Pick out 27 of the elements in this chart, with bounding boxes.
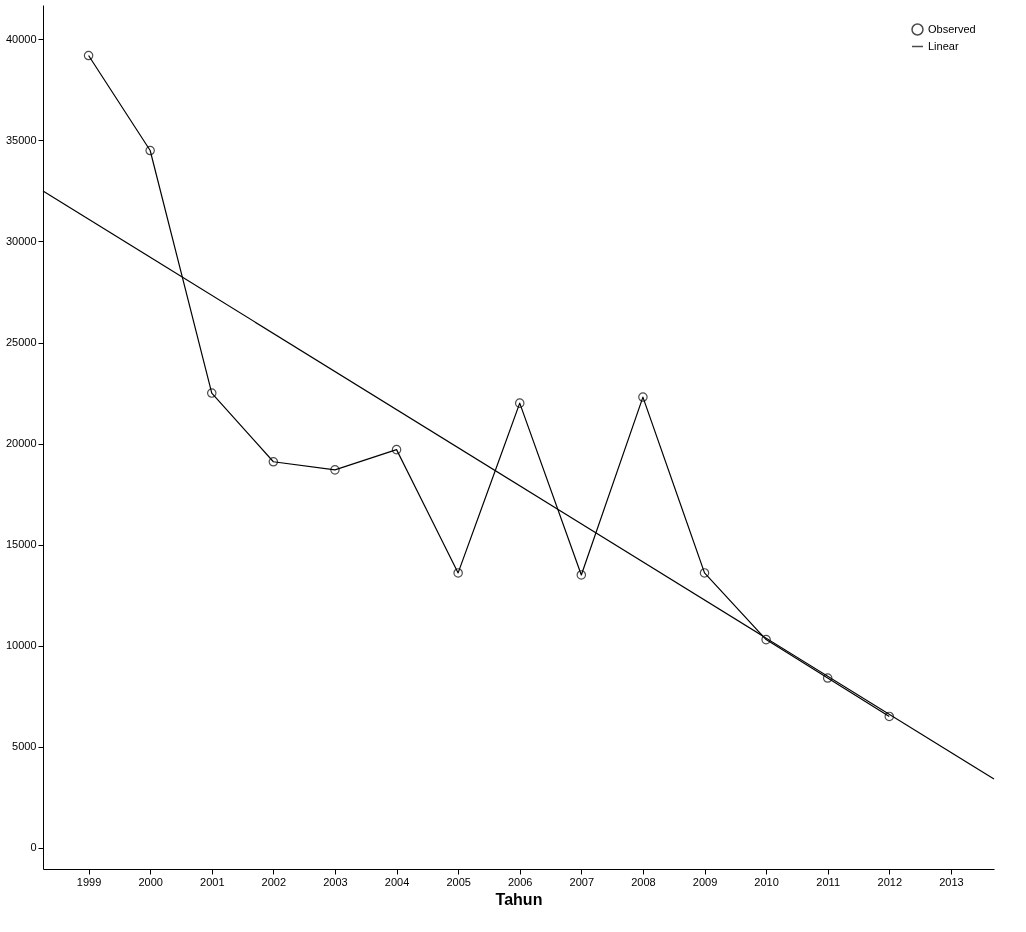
y-tick-label: 25000 (5, 336, 37, 349)
x-tick-label: 2011 (816, 875, 841, 888)
x-tick-label: 2008 (631, 875, 656, 888)
legend-label: Observed (928, 22, 976, 35)
x-tick-label: 2006 (507, 875, 533, 888)
y-tick-label: 5000 (12, 740, 37, 753)
legend-label: Linear (928, 39, 959, 52)
x-tick-label: 2003 (323, 875, 348, 888)
y-tick-label: 20000 (5, 437, 37, 450)
y-tick-label: 15000 (5, 538, 37, 551)
x-tick-label: 2004 (384, 875, 410, 888)
x-tick-label: 2013 (939, 875, 964, 888)
x-tick-label: 2001 (200, 875, 225, 888)
y-tick-label: 40000 (5, 32, 37, 45)
x-tick-label: 2000 (138, 875, 163, 888)
y-tick-label: 10000 (5, 639, 37, 652)
x-tick-label: 2012 (877, 875, 903, 888)
x-tick-label: 2007 (569, 875, 595, 888)
x-tick-label: 2009 (692, 875, 718, 888)
y-tick-label: 30000 (5, 234, 37, 247)
x-tick-label: 2002 (261, 875, 287, 888)
x-tick-label: 2010 (754, 875, 779, 888)
y-tick-label: 35000 (5, 133, 37, 146)
x-axis-title: Tahun (495, 890, 543, 908)
x-tick-label: 2005 (446, 875, 471, 888)
y-tick-label: 0 (30, 841, 37, 854)
x-tick-label: 1999 (76, 875, 102, 888)
